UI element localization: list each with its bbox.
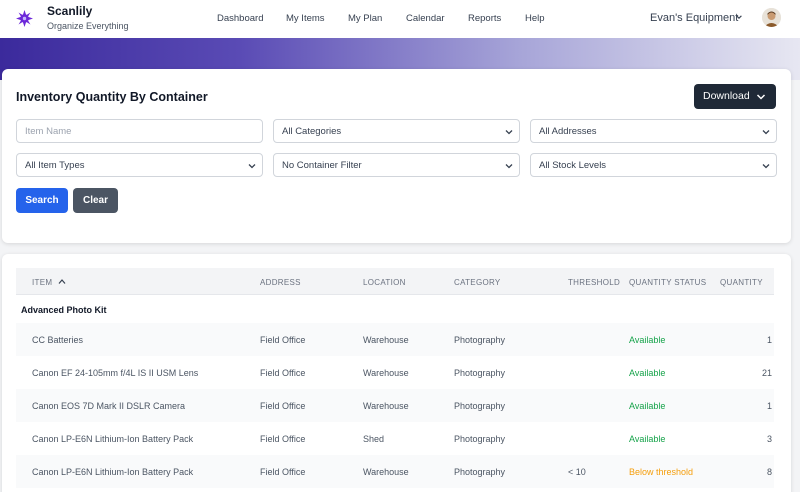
item-name-cell: Canon EF 24-105mm f/4L IS II USM Lens xyxy=(32,368,199,378)
brand-tagline: Organize Everything xyxy=(47,21,129,31)
column-header-quantity-status[interactable]: QUANTITY STATUS xyxy=(629,278,707,287)
location-cell: Warehouse xyxy=(363,368,409,378)
user-avatar-icon xyxy=(762,8,781,27)
nav-dashboard[interactable]: Dashboard xyxy=(217,13,264,24)
stock-levels-select[interactable]: All Stock Levels xyxy=(530,153,777,177)
status-cell: Below threshold xyxy=(629,467,694,477)
chevron-down-icon xyxy=(505,130,513,135)
search-label: Search xyxy=(25,195,59,206)
table-row[interactable] xyxy=(16,389,774,422)
quantity-cell: 3 xyxy=(766,434,772,444)
column-header-item[interactable]: ITEM xyxy=(32,278,66,287)
sort-ascending-icon xyxy=(58,279,66,284)
chevron-down-icon xyxy=(762,164,770,169)
column-header-category[interactable]: CATEGORY xyxy=(454,278,501,287)
chevron-down-icon[interactable] xyxy=(735,13,743,21)
addresses-value: All Addresses xyxy=(539,126,597,137)
chevron-down-icon xyxy=(505,164,513,169)
status-cell: Available xyxy=(629,401,666,411)
quantity-cell: 8 xyxy=(766,467,772,477)
chevron-down-icon xyxy=(756,94,766,100)
location-cell: Warehouse xyxy=(363,335,409,345)
search-button[interactable]: Search xyxy=(16,188,68,213)
item-name-cell: Canon EOS 7D Mark II DSLR Camera xyxy=(32,401,186,411)
container-select[interactable]: No Container Filter xyxy=(273,153,520,177)
nav-my-plan[interactable]: My Plan xyxy=(348,13,383,24)
location-cell: Warehouse xyxy=(363,467,409,477)
user-avatar[interactable] xyxy=(762,8,781,27)
category-cell: Photography xyxy=(454,368,506,378)
status-cell: Available xyxy=(629,335,666,345)
item-name-cell: CC Batteries xyxy=(32,335,84,345)
table-row[interactable] xyxy=(16,323,774,356)
table-row[interactable] xyxy=(16,356,774,389)
account-switcher[interactable]: Evan's Equipment xyxy=(650,12,739,24)
top-navbar: Scanlily Organize Everything Dashboard M… xyxy=(0,0,800,38)
container-value: No Container Filter xyxy=(282,160,362,171)
download-label: Download xyxy=(703,90,750,102)
nav-help[interactable]: Help xyxy=(525,13,545,24)
status-cell: Available xyxy=(629,434,666,444)
categories-select[interactable]: All Categories xyxy=(273,119,520,143)
column-header-quantity[interactable]: QUANTITY xyxy=(720,278,763,287)
item-name-input[interactable]: Item Name xyxy=(16,119,263,143)
table-row[interactable] xyxy=(16,422,774,455)
stock-levels-value: All Stock Levels xyxy=(539,160,607,171)
quantity-cell: 1 xyxy=(766,335,772,345)
group-row: Advanced Photo Kit xyxy=(21,305,107,315)
table-row[interactable] xyxy=(16,455,774,488)
table-header xyxy=(16,268,774,295)
chevron-down-icon xyxy=(248,164,256,169)
quantity-cell: 1 xyxy=(766,401,772,411)
item-types-value: All Item Types xyxy=(25,160,85,171)
address-cell: Field Office xyxy=(260,335,306,345)
location-cell: Shed xyxy=(363,434,385,444)
categories-value: All Categories xyxy=(282,126,342,137)
nav-my-items[interactable]: My Items xyxy=(286,13,325,24)
threshold-cell: < 10 xyxy=(568,467,586,477)
column-header-address[interactable]: ADDRESS xyxy=(260,278,301,287)
brand-name[interactable]: Scanlily xyxy=(47,4,93,18)
item-name-placeholder: Item Name xyxy=(25,126,72,137)
item-types-select[interactable]: All Item Types xyxy=(16,153,263,177)
location-cell: Warehouse xyxy=(363,401,409,411)
clear-label: Clear xyxy=(82,195,108,206)
address-cell: Field Office xyxy=(260,368,306,378)
category-cell: Photography xyxy=(454,467,506,477)
chevron-down-icon xyxy=(762,130,770,135)
address-cell: Field Office xyxy=(260,401,306,411)
download-button[interactable]: Download xyxy=(694,84,776,109)
status-cell: Available xyxy=(629,368,666,378)
address-cell: Field Office xyxy=(260,434,306,444)
quantity-cell: 21 xyxy=(761,368,772,378)
addresses-select[interactable]: All Addresses xyxy=(530,119,777,143)
clear-button[interactable]: Clear xyxy=(73,188,118,213)
column-header-location[interactable]: LOCATION xyxy=(363,278,406,287)
item-name-cell: Canon LP-E6N Lithium-Ion Battery Pack xyxy=(32,467,194,477)
page-title: Inventory Quantity By Container xyxy=(16,90,208,104)
column-header-item-label: ITEM xyxy=(32,278,53,287)
column-header-threshold[interactable]: THRESHOLD xyxy=(568,278,621,287)
nav-reports[interactable]: Reports xyxy=(468,13,502,24)
nav-calendar[interactable]: Calendar xyxy=(406,13,445,24)
item-name-cell: Canon LP-E6N Lithium-Ion Battery Pack xyxy=(32,434,194,444)
scanlily-logo-icon[interactable] xyxy=(16,10,33,27)
address-cell: Field Office xyxy=(260,467,306,477)
category-cell: Photography xyxy=(454,401,506,411)
category-cell: Photography xyxy=(454,434,506,444)
category-cell: Photography xyxy=(454,335,506,345)
